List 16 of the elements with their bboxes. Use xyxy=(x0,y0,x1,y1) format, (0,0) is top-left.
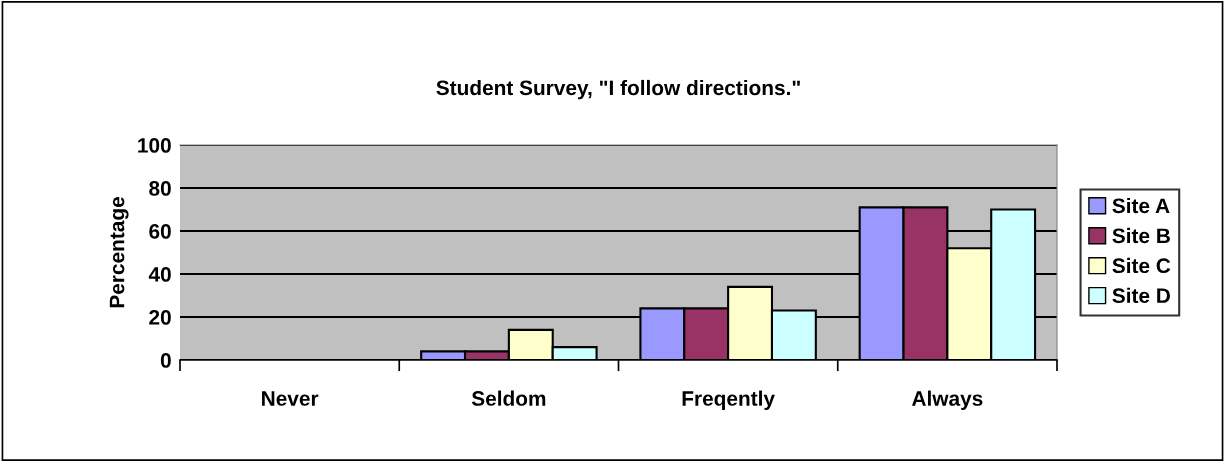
chart-title: Student Survey, "I follow directions." xyxy=(436,79,800,100)
y-tick-label: 20 xyxy=(149,310,171,325)
y-axis-title: Percentage xyxy=(109,197,129,308)
x-tick-label: Always xyxy=(912,390,983,410)
y-tick-label: 0 xyxy=(160,353,171,368)
x-tick-label: Seldom xyxy=(471,390,546,406)
x-tick-label: Freqently xyxy=(682,390,775,410)
y-tick-label: 60 xyxy=(149,224,171,239)
y-tick-label: 40 xyxy=(148,267,171,282)
legend-label: Site C xyxy=(1112,257,1171,274)
legend-label: Site D xyxy=(1112,287,1170,304)
y-tick-label: 80 xyxy=(149,181,171,196)
y-tick-label: 100 xyxy=(138,138,171,153)
legend-label: Site B xyxy=(1112,227,1170,244)
legend-label: Site A xyxy=(1112,197,1170,214)
x-tick-label: Never xyxy=(262,391,319,406)
